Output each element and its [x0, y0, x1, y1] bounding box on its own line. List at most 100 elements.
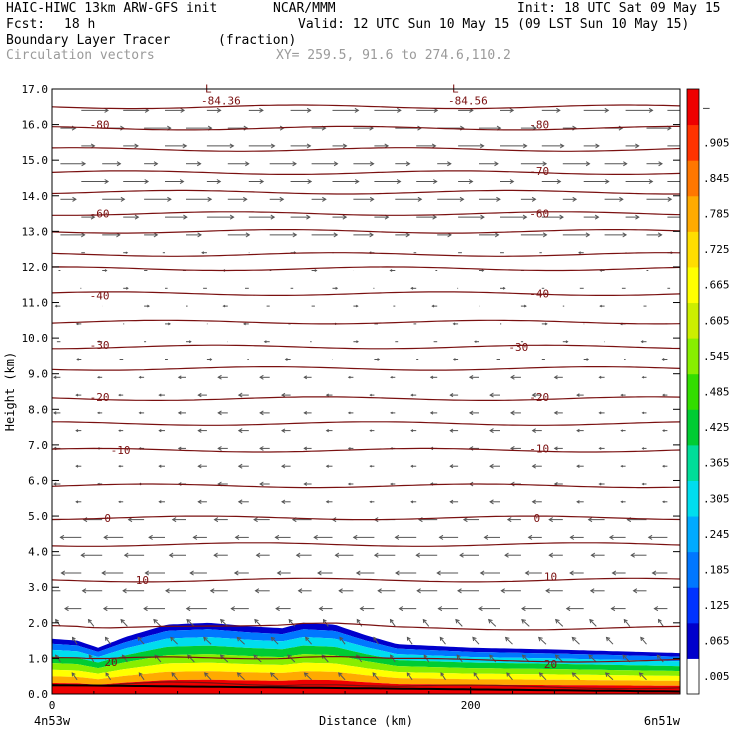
wind-vector — [303, 375, 312, 380]
wind-vector — [334, 552, 354, 558]
wind-vector — [479, 232, 500, 238]
contour-label: 0 — [104, 512, 111, 525]
wind-vector — [395, 161, 411, 167]
wind-vector — [553, 446, 563, 451]
wind-vector — [389, 618, 396, 627]
wind-vector — [325, 500, 333, 504]
wind-vector — [213, 517, 228, 523]
wind-vector — [416, 179, 438, 185]
wind-vector — [144, 304, 150, 308]
y-tick-label: 2.0 — [28, 617, 48, 630]
x-tick-label: 200 — [461, 699, 481, 712]
valid-time: Valid: 12 UTC Sun 10 May 15 (09 LST Sun … — [298, 17, 690, 32]
wind-vector — [369, 429, 375, 432]
wind-vector — [646, 232, 663, 238]
wind-vector — [653, 606, 668, 612]
wind-vector — [122, 588, 145, 594]
wind-vector — [489, 654, 497, 663]
wind-vector — [377, 588, 396, 594]
wind-vector — [138, 672, 145, 681]
wind-vector — [311, 232, 339, 238]
contour-label: -80 — [90, 119, 110, 132]
wind-vector — [81, 107, 109, 113]
wind-vector — [303, 446, 312, 451]
y-tick-label: 10.0 — [22, 332, 49, 345]
wind-vector — [468, 374, 479, 380]
wind-vector — [620, 393, 626, 397]
wind-vector — [640, 636, 647, 645]
tracer-band-3 — [52, 645, 680, 672]
wind-vector — [325, 429, 333, 433]
wind-vector — [165, 143, 188, 149]
wind-vector — [395, 232, 411, 238]
wind-vector — [598, 446, 605, 450]
wind-vector — [406, 672, 413, 681]
wind-vector — [500, 107, 515, 113]
wind-vector — [473, 672, 480, 681]
wind-vector — [667, 181, 680, 182]
wind-vector — [290, 143, 312, 149]
wind-vector — [625, 179, 654, 185]
colorbar-swatch — [687, 444, 699, 481]
wind-vector — [589, 588, 605, 594]
wind-vector — [373, 552, 396, 558]
contour-label: -80 — [529, 119, 549, 132]
wind-vector — [373, 636, 380, 645]
y-tick-label: 3.0 — [28, 581, 48, 594]
wind-vector — [416, 588, 438, 594]
wind-vector — [254, 588, 270, 594]
wind-vector — [583, 179, 610, 185]
colorbar-label: .785 — [703, 208, 730, 221]
wind-vector — [197, 464, 207, 469]
contour-line — [52, 483, 680, 489]
wind-vector — [263, 340, 270, 344]
contour-line — [52, 577, 680, 583]
wind-vector — [510, 410, 521, 416]
wind-vector — [610, 606, 626, 612]
forecast-hour: 18 h — [64, 17, 96, 32]
colorbar-swatch — [687, 302, 699, 339]
wind-vector — [137, 636, 145, 645]
wind-vector — [452, 322, 459, 326]
contour-line — [52, 252, 680, 257]
wind-vector — [153, 618, 162, 627]
wind-vector — [171, 672, 178, 681]
wind-vector — [541, 143, 565, 149]
wind-vector — [429, 375, 438, 380]
wind-vector — [406, 636, 413, 645]
contour-label: -40 — [90, 289, 110, 302]
wind-vector — [332, 214, 348, 220]
wind-vector — [562, 196, 578, 202]
wind-vector — [248, 107, 264, 113]
wind-vector — [60, 196, 77, 202]
wind-vector — [317, 570, 333, 576]
wind-vector — [449, 499, 459, 504]
wind-vector — [170, 636, 178, 645]
wind-vector — [123, 179, 150, 185]
wind-vector — [510, 445, 521, 451]
wind-vector — [569, 570, 584, 576]
wind-vector — [422, 618, 430, 627]
colorbar-swatch — [687, 124, 699, 161]
low-value: -84.36 — [201, 95, 241, 108]
y-tick-label: 11.0 — [22, 297, 49, 310]
wind-vector — [269, 672, 279, 681]
wind-vector — [531, 463, 542, 469]
wind-vector — [638, 672, 647, 681]
wind-vector — [158, 429, 165, 433]
wind-vector — [531, 392, 542, 398]
wind-vector — [60, 570, 82, 576]
contour-label: -10 — [529, 442, 549, 455]
wind-vector — [237, 392, 249, 398]
wind-vector — [625, 214, 640, 220]
colorbar-label: .185 — [703, 563, 730, 576]
wind-vector — [548, 517, 563, 523]
wind-vector — [186, 340, 192, 344]
wind-vector — [269, 232, 298, 238]
wind-vector — [318, 606, 333, 612]
field2-name: Circulation vectors — [6, 48, 155, 63]
wind-vector — [192, 534, 207, 540]
wind-vector — [75, 500, 82, 504]
wind-vector — [206, 143, 235, 149]
wind-vector — [416, 214, 438, 220]
